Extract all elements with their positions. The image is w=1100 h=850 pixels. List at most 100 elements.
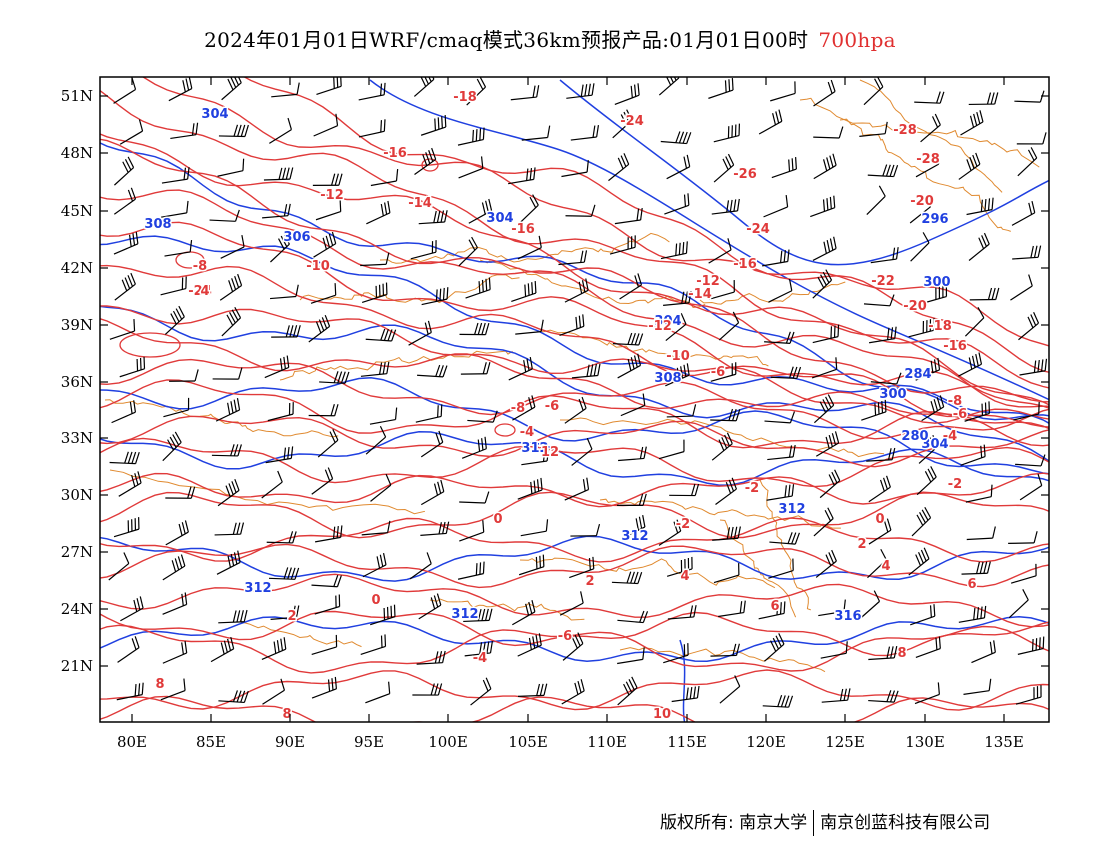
wind-barb — [420, 479, 445, 506]
wind-barb — [418, 210, 448, 225]
wind-barb — [658, 77, 680, 96]
temperature-label: 10 — [653, 707, 671, 722]
wind-barb — [570, 523, 601, 537]
wind-barb — [758, 601, 786, 620]
wind-barb — [819, 469, 841, 499]
wind-barb — [1018, 311, 1040, 341]
wind-barb — [768, 558, 794, 579]
temperature-loop — [119, 332, 181, 358]
wind-barb — [711, 198, 740, 215]
wind-barb — [369, 407, 398, 425]
wind-barb — [362, 552, 387, 578]
wind-barb — [521, 448, 550, 466]
title-main: 2024年01月01日WRF/cmaq模式36km预报产品:01月01日00时 — [204, 28, 809, 52]
wind-barb — [667, 605, 697, 620]
wind-barb — [868, 475, 891, 503]
wind-barb — [420, 115, 447, 136]
wind-barb — [718, 311, 740, 341]
wind-barb — [966, 526, 996, 541]
wind-barb — [465, 277, 491, 299]
wind-barb — [117, 636, 140, 663]
wind-barb — [269, 117, 292, 144]
border-line — [759, 479, 811, 611]
wind-barb — [114, 156, 135, 186]
lat-label: 39N — [61, 316, 93, 334]
temperature-label: 6 — [770, 599, 779, 614]
wind-barb — [169, 369, 199, 382]
wind-barb — [608, 153, 630, 182]
wind-barb — [766, 484, 795, 501]
lon-label: 130E — [905, 733, 945, 751]
temperature-label: -14 — [408, 196, 432, 211]
lon-label: 110E — [587, 733, 627, 751]
wind-barb — [968, 232, 990, 261]
lon-label: 115E — [667, 733, 707, 751]
wind-barb — [119, 119, 144, 145]
temperature-label: -16 — [943, 339, 967, 354]
wind-barb — [611, 571, 643, 585]
wind-barb — [218, 124, 249, 138]
temperature-label: 2 — [857, 537, 866, 552]
temperature-contour — [100, 415, 1049, 468]
wind-barb — [209, 209, 240, 222]
temperature-label: -28 — [916, 152, 940, 167]
wind-barb — [118, 471, 142, 497]
wind-barb — [518, 554, 545, 576]
wind-barb — [370, 604, 396, 626]
height-label: 316 — [834, 609, 861, 624]
wind-barb — [866, 447, 896, 462]
wind-barb — [119, 356, 146, 378]
temperature-label: -6 — [545, 399, 559, 414]
lon-label: 80E — [117, 733, 147, 751]
wind-barb — [311, 676, 337, 699]
wind-barb — [458, 156, 484, 179]
height-contour — [100, 235, 1049, 425]
wind-barb — [718, 600, 746, 618]
temperature-contour — [141, 77, 1049, 373]
wind-barb — [918, 434, 939, 464]
wind-barb — [265, 446, 294, 464]
wind-barb — [165, 520, 189, 546]
chart-title: 2024年01月01日WRF/cmaq模式36km预报产品:01月01日00时 7… — [0, 24, 1100, 53]
wind-barb — [512, 395, 536, 421]
wind-barb — [665, 363, 690, 387]
height-label: 308 — [144, 217, 171, 232]
wind-barb — [812, 236, 837, 261]
wind-barb — [508, 167, 536, 185]
wind-barb — [566, 83, 595, 99]
wind-barb — [218, 690, 249, 704]
footer-separator — [813, 810, 815, 836]
temperature-contour — [100, 695, 1049, 722]
wind-barb — [219, 273, 243, 301]
wind-barb — [261, 637, 287, 661]
height-label: 312 — [778, 502, 805, 517]
temperature-contour — [100, 189, 1049, 408]
temperature-label: -16 — [511, 222, 535, 237]
temperature-label: -4 — [943, 429, 957, 444]
wind-barb — [511, 281, 537, 303]
wind-barb — [708, 238, 732, 264]
wind-barb — [758, 109, 783, 135]
wind-barb — [218, 609, 248, 624]
wind-barb — [818, 599, 846, 617]
wind-barb — [366, 200, 391, 225]
height-contour — [100, 535, 1049, 582]
border-line — [619, 647, 826, 673]
wind-barb — [813, 153, 837, 180]
wind-barb — [212, 367, 243, 380]
lat-label: 27N — [61, 543, 93, 561]
wind-barb — [564, 477, 590, 501]
wind-barb — [517, 235, 542, 260]
wind-barb — [215, 398, 241, 422]
wind-barb — [920, 113, 941, 143]
wind-barb — [863, 294, 895, 307]
wind-barb — [113, 77, 137, 104]
wind-barb — [815, 549, 837, 578]
temperature-loop — [494, 423, 516, 437]
wind-barb — [660, 131, 692, 145]
wind-barb — [713, 153, 735, 183]
wind-barb — [671, 685, 700, 703]
temperature-label: 0 — [875, 512, 884, 527]
wind-barb — [868, 690, 899, 703]
wind-barb — [358, 82, 386, 101]
